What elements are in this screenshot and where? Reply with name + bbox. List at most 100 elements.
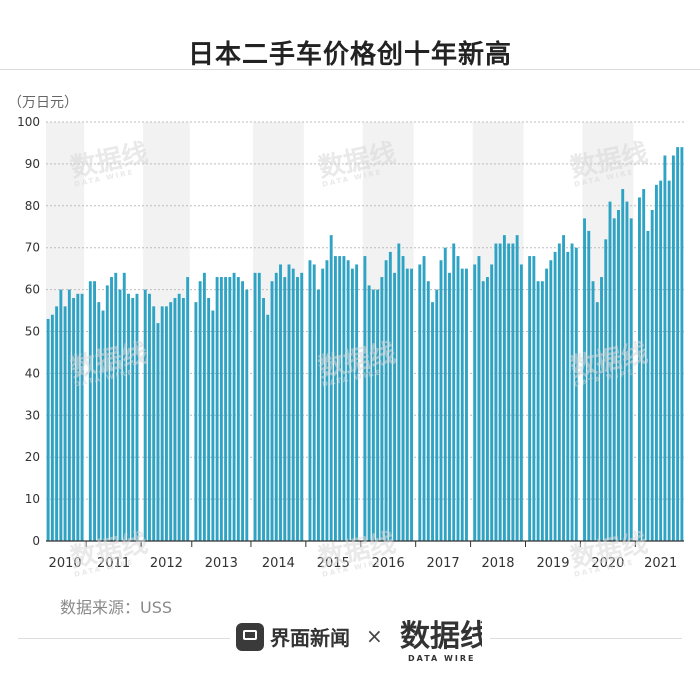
bar-2015-2 <box>312 264 316 541</box>
bar-2012-4 <box>156 323 160 541</box>
x-tick-label-2021: 2021 <box>644 556 677 571</box>
y-tick-label-30: 30 <box>25 408 40 422</box>
bar-2010-8 <box>76 293 80 541</box>
bar-2020-7 <box>608 201 612 542</box>
bar-2011-9 <box>122 272 126 541</box>
bar-2011-6 <box>110 277 113 541</box>
x-tick-label-2018: 2018 <box>481 556 514 571</box>
bar-2013-1 <box>194 302 198 541</box>
bar-2013-5 <box>211 310 215 541</box>
bar-2013-11 <box>236 277 240 541</box>
bar-2014-6 <box>274 272 278 541</box>
x-tick-label-2010: 2010 <box>49 556 82 571</box>
bar-2013-2 <box>198 281 202 541</box>
bar-2017-11 <box>460 268 464 541</box>
bar-2018-6 <box>494 243 498 541</box>
bar-2016-8 <box>393 272 397 541</box>
bar-2014-8 <box>283 277 287 541</box>
bar-2013-3 <box>202 272 206 541</box>
bar-2021-5 <box>654 184 658 541</box>
bar-2012-1 <box>143 289 147 541</box>
bar-2012-7 <box>169 302 173 541</box>
bar-2010-5 <box>63 306 67 541</box>
bar-2021-7 <box>663 155 667 541</box>
y-tick-label-100: 100 <box>17 115 40 129</box>
bar-2017-10 <box>456 256 460 541</box>
x-tick-label-2012: 2012 <box>150 556 183 571</box>
bar-2020-10 <box>621 189 625 542</box>
brand-name: 界面新闻 <box>270 626 350 650</box>
bar-2012-2 <box>148 293 151 541</box>
bar-2013-8 <box>224 277 228 541</box>
bar-2017-12 <box>465 268 468 541</box>
bar-2011-1 <box>88 281 92 541</box>
bar-2021-6 <box>659 180 663 541</box>
bar-2018-8 <box>502 235 506 541</box>
bar-2018-4 <box>485 277 489 541</box>
bar-2019-7 <box>553 251 557 541</box>
bar-2014-10 <box>291 268 295 541</box>
x-tick-label-2013: 2013 <box>205 556 238 571</box>
bar-2013-12 <box>241 281 245 541</box>
bar-2017-8 <box>448 272 451 541</box>
bar-2016-4 <box>376 289 380 541</box>
bar-2011-8 <box>118 289 122 541</box>
bar-2010-6 <box>67 289 71 541</box>
bar-2015-7 <box>333 256 337 541</box>
bar-2019-3 <box>536 281 540 541</box>
bar-2019-10 <box>566 251 570 541</box>
bar-2013-13 <box>245 289 249 541</box>
bar-2011-12 <box>135 293 139 541</box>
bar-2010-3 <box>55 306 59 541</box>
bar-2016-6 <box>384 260 388 541</box>
bar-2014-4 <box>266 314 270 541</box>
bar-2021-1 <box>638 197 641 542</box>
bar-2015-8 <box>338 256 342 541</box>
bar-2016-11 <box>405 268 409 541</box>
bar-2017-4 <box>431 302 434 541</box>
bar-2020-6 <box>604 239 608 541</box>
bar-2015-3 <box>317 289 320 541</box>
bar-2016-9 <box>397 243 401 541</box>
bar-2015-11 <box>350 268 354 541</box>
partner-logo: 数据线 DATA WIRE <box>398 616 482 666</box>
footer-rule-right <box>490 638 682 639</box>
footer: 界面新闻 × 数据线 DATA WIRE <box>0 612 700 672</box>
bar-2014-5 <box>270 281 274 541</box>
partner-logo-text: 数据线 <box>400 619 482 652</box>
bar-2021-10 <box>676 147 680 541</box>
bar-2013-4 <box>207 297 211 541</box>
x-tick-labels: 2010 2011 2012 2013 2014 2015 2016 2017 2018 2019… <box>49 556 678 571</box>
bar-2011-7 <box>114 272 118 541</box>
bar-2013-9 <box>228 277 232 541</box>
bar-2017-5 <box>435 289 439 541</box>
bar-2018-5 <box>490 264 494 541</box>
bar-2017-3 <box>426 281 430 541</box>
bar-2019-2 <box>532 256 536 541</box>
bar-2019-4 <box>540 281 544 541</box>
bar-2014-7 <box>279 264 282 541</box>
bar-2011-11 <box>131 297 135 541</box>
bar-2013-6 <box>215 277 219 541</box>
bar-2012-10 <box>181 297 185 541</box>
brand: 界面新闻 <box>236 622 350 651</box>
bar-2011-3 <box>97 302 101 541</box>
axes <box>46 540 684 547</box>
y-tick-label-50: 50 <box>25 325 40 339</box>
bar-2018-10 <box>511 243 515 541</box>
bar-2018-3 <box>481 281 485 541</box>
x-tick-label-2020: 2020 <box>591 556 624 571</box>
bar-2018-11 <box>515 235 519 541</box>
bar-2020-12 <box>629 218 633 541</box>
bar-2017-2 <box>422 256 426 541</box>
bar-2010-2 <box>50 314 54 541</box>
bar-2010-9 <box>80 293 84 541</box>
bar-2015-6 <box>329 235 333 541</box>
bar-2016-12 <box>410 268 413 541</box>
bar-2016-5 <box>380 277 384 541</box>
bar-2018-2 <box>477 256 481 541</box>
x-tick-label-2016: 2016 <box>372 556 405 571</box>
bar-2011-2 <box>93 281 96 541</box>
bar-2018-7 <box>498 243 502 541</box>
x-tick-label-2015: 2015 <box>317 556 350 571</box>
